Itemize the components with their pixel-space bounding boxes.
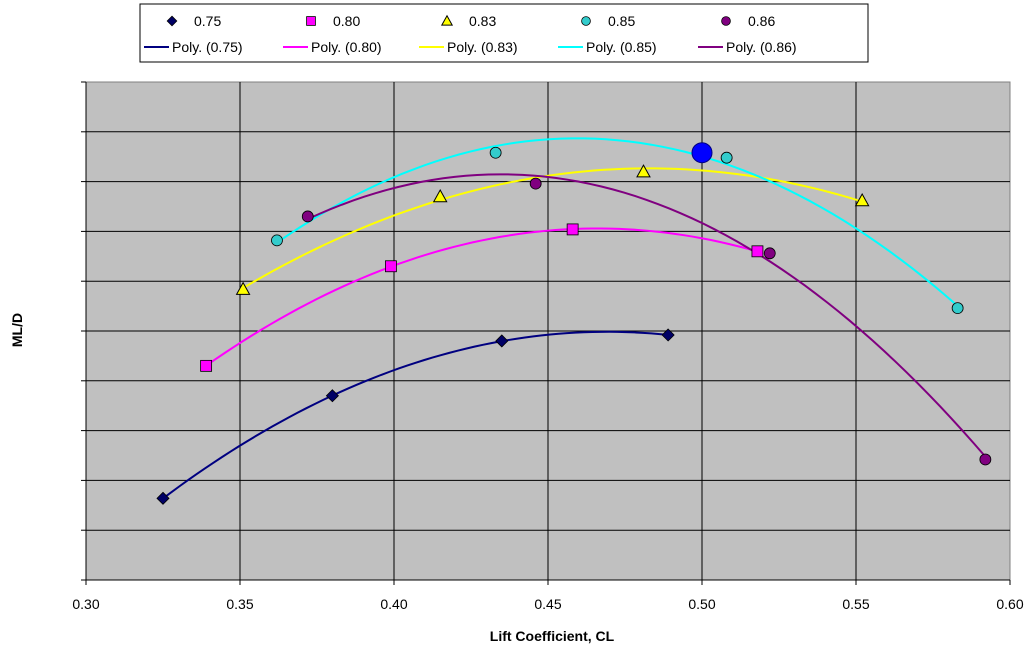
x-tick-label: 0.60 [996,596,1023,612]
data-point-0_85 [951,302,964,314]
data-point-0_80 [751,245,764,258]
legend-label: 0.83 [469,13,496,29]
trendline-0_86 [307,173,987,458]
x-tick-label: 0.55 [842,596,869,612]
legend-label: 0.86 [748,13,775,29]
data-point-0_83 [854,192,870,207]
data-point-0_83 [636,164,651,178]
data-point-0_86 [979,453,992,466]
legend-trend-label: Poly. (0.80) [311,39,382,55]
data-point-0_75 [156,491,170,505]
x-axis-title: Lift Coefficient, CL [490,628,615,644]
legend-trend-label: Poly. (0.75) [172,39,243,55]
data-point-0_80 [566,223,579,236]
data-point-0_75 [661,328,675,342]
data-point-0_75 [325,389,339,403]
data-point-0_83 [235,281,251,295]
legend-label: 0.85 [608,13,635,29]
data-point-0_85 [489,146,502,159]
highlight-point [691,142,713,164]
x-tick-label: 0.30 [72,596,99,612]
trendline-0_80 [205,227,758,367]
legend-trend-label: Poly. (0.86) [726,39,797,55]
data-point-0_85 [271,234,283,247]
x-tick-label: 0.40 [380,596,407,612]
legend-trend-label: Poly. (0.85) [586,39,657,55]
plot-area [85,81,1011,581]
data-point-0_80 [200,359,213,372]
data-point-0_86 [301,210,314,223]
legend-marker-0_85 [581,16,591,26]
x-tick-label: 0.45 [534,596,561,612]
legend-marker-0_80 [306,16,316,26]
legend-label: 0.80 [333,13,360,29]
legend-marker-0_75 [166,15,178,27]
y-axis-title: ML/D [9,313,25,347]
data-point-0_83 [432,189,448,203]
legend-label: 0.75 [194,13,221,29]
legend-trend-label: Poly. (0.83) [447,39,518,55]
legend-box [139,3,869,63]
x-axis-ticks: 0.30 0.35 0.40 0.45 0.50 0.55 0.60 [72,81,1024,612]
legend-marker-0_86 [721,16,731,26]
data-point-0_86 [529,177,542,190]
legend-marker-0_83 [440,14,454,26]
data-point-0_86 [763,247,776,260]
x-tick-label: 0.50 [688,596,715,612]
legend: 0.75 Poly. (0.75) 0.80 Poly. (0.80) 0.83 Poly… [139,3,869,63]
data-point-0_75 [495,334,509,348]
trendline-0_75 [162,330,669,500]
x-tick-label: 0.35 [226,596,253,612]
trendline-0_85 [276,137,959,307]
data-point-0_85 [720,151,733,164]
data-point-0_80 [385,260,397,273]
